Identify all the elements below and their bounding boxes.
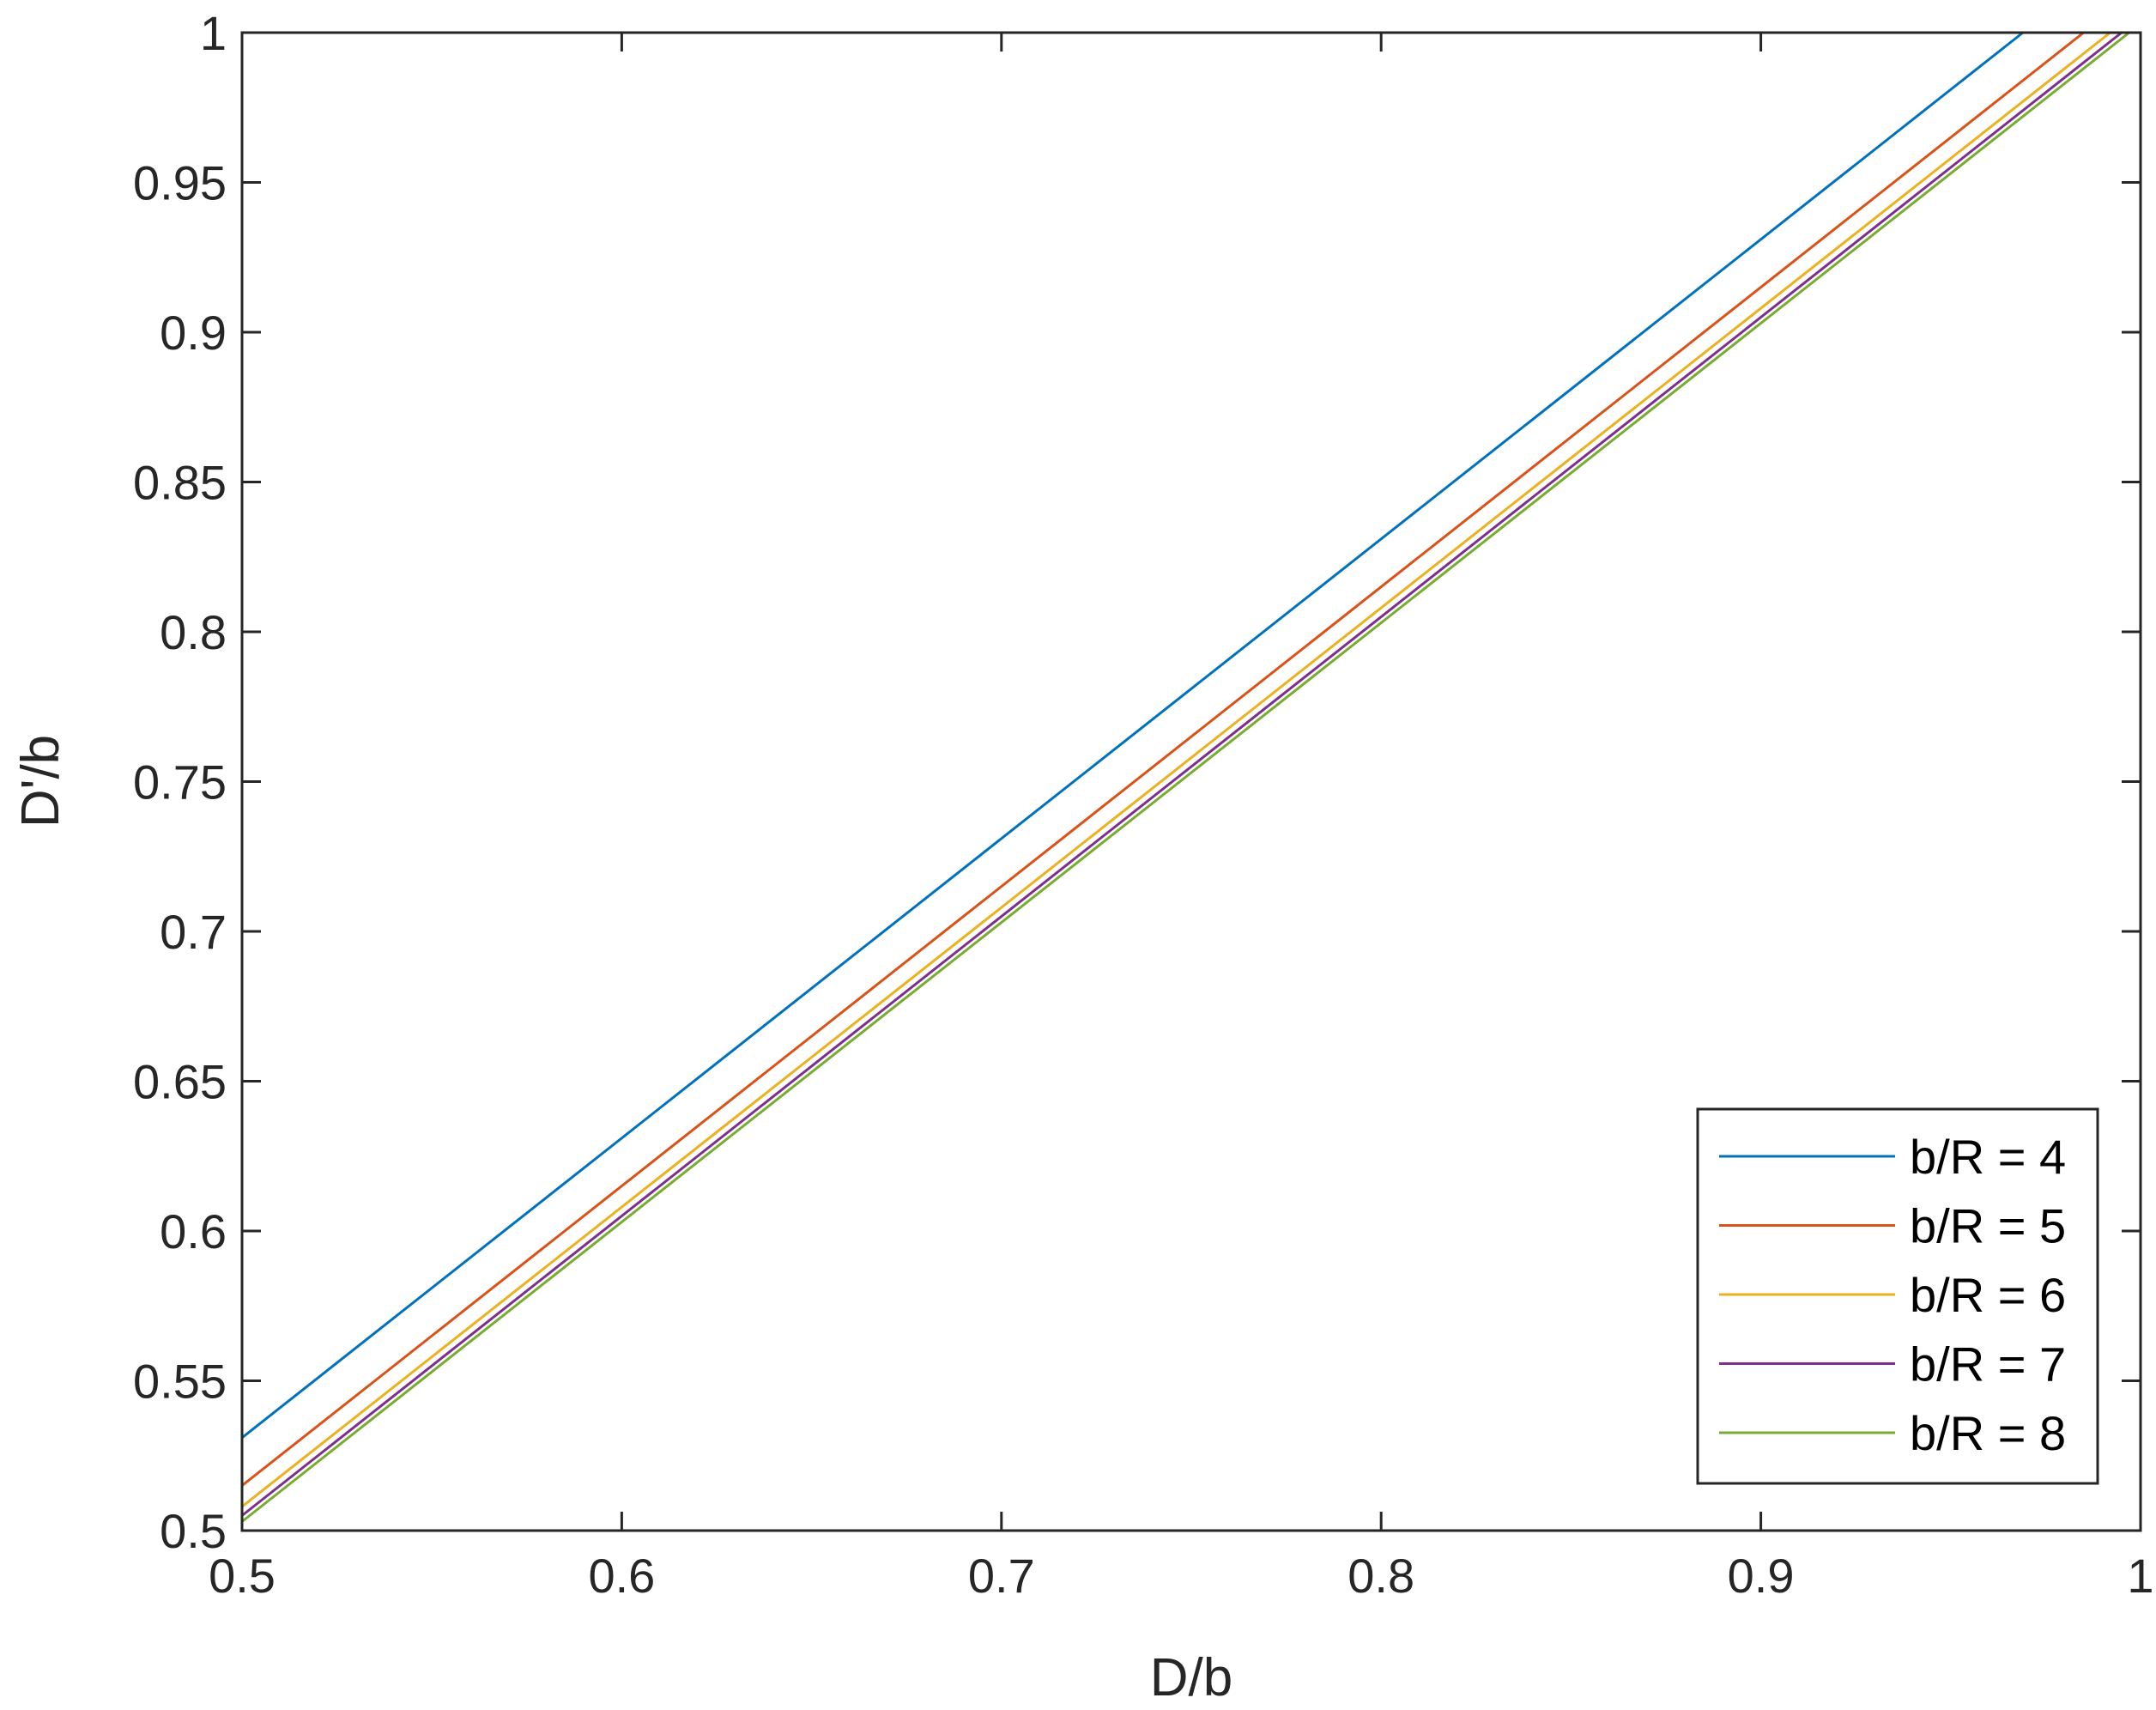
y-tick-label: 0.75 [133, 755, 227, 810]
x-tick-label: 0.5 [209, 1549, 276, 1603]
x-axis-ticks: 0.5 0.6 0.7 0.8 0.9 1 [209, 33, 2154, 1603]
series-line-1 [241, 31, 2024, 1439]
x-tick-label: 0.7 [968, 1549, 1035, 1603]
x-tick-label: 0.8 [1348, 1549, 1414, 1603]
series-line-2 [241, 31, 2085, 1487]
plot-frame [240, 31, 2142, 1532]
y-tick-label: 0.85 [133, 456, 227, 510]
series-line-5 [241, 31, 2130, 1523]
legend-label-3: b/R = 6 [1910, 1268, 2066, 1322]
y-axis-title: D'/b [11, 735, 70, 828]
y-tick-label: 0.55 [133, 1355, 227, 1409]
series-lines [241, 31, 2130, 1523]
x-axis-title: D/b [1150, 1648, 1232, 1707]
x-tick-label: 0.6 [588, 1549, 655, 1603]
y-tick-label: 0.95 [133, 156, 227, 210]
series-line-4 [241, 31, 2123, 1517]
y-tick-label: 0.9 [160, 306, 227, 360]
x-tick-label: 0.9 [1728, 1549, 1795, 1603]
legend-label-4: b/R = 7 [1910, 1337, 2066, 1392]
legend: b/R = 4 b/R = 5 b/R = 6 b/R = 7 b/R = 8 [1696, 1107, 2099, 1485]
y-tick-label: 0.6 [160, 1204, 227, 1258]
y-tick-label: 0.7 [160, 905, 227, 959]
legend-label-2: b/R = 5 [1910, 1199, 2066, 1253]
y-tick-label: 0.8 [160, 605, 227, 659]
y-tick-label: 0.5 [160, 1504, 227, 1558]
legend-label-1: b/R = 4 [1910, 1130, 2066, 1184]
y-tick-label: 0.65 [133, 1055, 227, 1109]
legend-box [1696, 1107, 2099, 1485]
series-line-3 [241, 31, 2111, 1508]
x-tick-label: 1 [2127, 1549, 2153, 1603]
y-axis-ticks: 0.5 0.55 0.6 0.65 0.7 0.75 0.8 0.85 0.9 0.95 1 [133, 6, 2141, 1558]
legend-label-5: b/R = 8 [1910, 1406, 2066, 1460]
y-tick-label: 1 [200, 6, 227, 60]
